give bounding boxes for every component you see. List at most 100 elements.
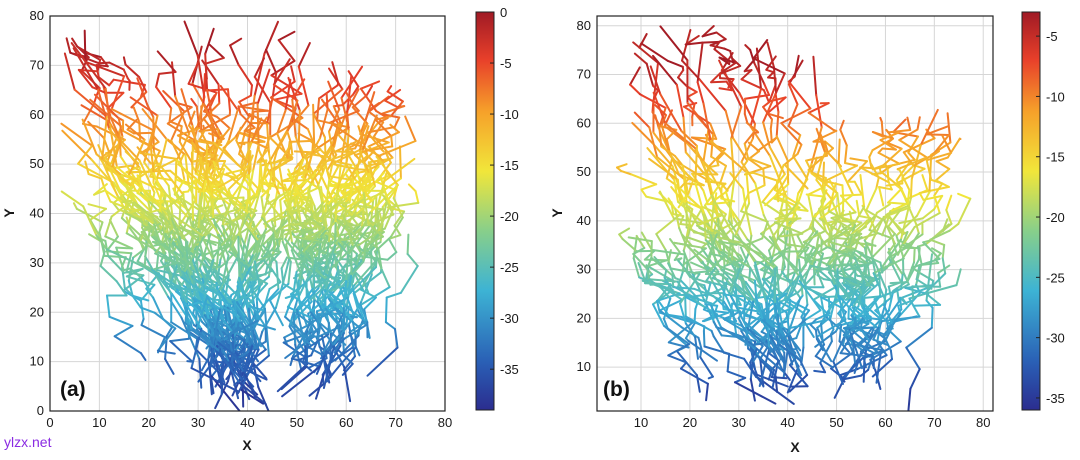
trajectory-segment xyxy=(168,285,201,292)
trajectory-segment xyxy=(681,233,693,247)
trajectory-segment xyxy=(98,221,104,234)
trajectory-segment xyxy=(84,60,126,78)
trajectory-segment xyxy=(707,293,725,303)
trajectory-segment xyxy=(933,194,944,211)
trajectory-segment xyxy=(749,378,756,402)
trajectory-segment xyxy=(771,359,780,389)
trajectory-segment xyxy=(776,313,781,346)
trajectory-segment xyxy=(253,57,265,78)
colorbar-tick-label: -30 xyxy=(500,311,519,326)
trajectory-segment xyxy=(286,99,299,133)
trajectory-segment xyxy=(152,296,164,320)
trajectory-segment xyxy=(309,199,313,213)
trajectory-segment xyxy=(941,243,946,260)
trajectory-segment xyxy=(782,327,802,352)
trajectory-segment xyxy=(320,185,325,204)
trajectory-segment xyxy=(674,208,681,230)
trajectory-segment xyxy=(842,326,874,330)
trajectory-segment xyxy=(311,140,315,152)
x-tick-label: 20 xyxy=(683,415,697,430)
trajectory-segment xyxy=(345,163,357,182)
trajectory-segment xyxy=(291,98,297,138)
trajectory-segment xyxy=(630,173,658,186)
trajectory-segment xyxy=(853,256,865,282)
trajectory-segment xyxy=(660,124,670,153)
trajectory-segment xyxy=(242,342,254,374)
trajectory-segment xyxy=(109,200,126,208)
trajectory-segment xyxy=(837,298,851,315)
trajectory-segment xyxy=(827,264,837,287)
trajectory-segment xyxy=(156,50,177,73)
trajectory-segment xyxy=(239,254,254,282)
trajectory-segment xyxy=(769,118,773,130)
trajectory-segment xyxy=(886,137,894,144)
trajectory-segment xyxy=(804,309,822,321)
x-tick-label: 80 xyxy=(438,415,452,430)
trajectory-segment xyxy=(844,144,848,164)
trajectory-segment xyxy=(80,69,101,90)
trajectory-segment xyxy=(816,316,832,329)
trajectory-segment xyxy=(414,190,420,204)
trajectory-segment xyxy=(237,63,253,87)
trajectory-segment xyxy=(297,255,328,281)
trajectory-segment xyxy=(740,192,750,213)
trajectory-segment xyxy=(710,80,728,84)
trajectory-segment xyxy=(100,177,105,188)
trajectory-segment xyxy=(377,117,389,124)
trajectory-segment xyxy=(807,193,814,220)
trajectory-segment xyxy=(384,296,388,324)
trajectory-segment xyxy=(744,44,752,51)
trajectory-segment xyxy=(672,158,709,182)
trajectory-segment xyxy=(332,214,341,240)
trajectory-segment xyxy=(872,272,887,303)
trajectory-segment xyxy=(162,90,186,113)
trajectory-segment xyxy=(324,202,339,219)
trajectory-segment xyxy=(813,369,827,374)
trajectory-segment xyxy=(73,88,108,118)
trajectory-segment xyxy=(868,149,874,159)
y-tick-label: 70 xyxy=(30,57,44,72)
trajectory-segment xyxy=(757,377,795,405)
trajectory-segment xyxy=(97,76,111,87)
trajectory-segment xyxy=(768,83,777,103)
trajectory-segment xyxy=(291,157,305,192)
trajectory-segment xyxy=(925,299,934,309)
trajectory-segment xyxy=(752,39,769,60)
trajectory-segment xyxy=(655,233,667,251)
trajectory-segment xyxy=(886,141,903,150)
trajectory-segment xyxy=(140,283,156,301)
trajectory-segment xyxy=(727,179,736,222)
trajectory-segment xyxy=(286,306,313,319)
trajectory-segment xyxy=(357,169,370,184)
trajectory-segment xyxy=(212,139,221,163)
trajectory-segment xyxy=(905,326,933,349)
trajectory-segment xyxy=(754,295,764,322)
trajectory-segment xyxy=(184,238,195,272)
trajectory-segment xyxy=(77,68,99,73)
trajectory-segment xyxy=(871,163,887,171)
trajectory-segment xyxy=(312,103,316,148)
trajectory-segment xyxy=(876,340,888,357)
trajectory-segment xyxy=(127,170,153,174)
trajectory-segment xyxy=(842,283,857,296)
trajectory-segment xyxy=(362,191,370,228)
trajectory-segment xyxy=(170,321,199,340)
trajectory-segment xyxy=(728,317,731,322)
trajectory-segment xyxy=(329,109,360,124)
trajectory-segment xyxy=(218,257,238,293)
trajectory-segment xyxy=(198,129,206,141)
trajectory-segment xyxy=(805,159,813,174)
y-tick-label: 30 xyxy=(577,262,591,277)
trajectory-segment xyxy=(380,268,391,289)
trajectory-segment xyxy=(686,195,703,210)
trajectory-segment xyxy=(710,133,715,158)
trajectory-segment xyxy=(208,43,225,59)
trajectory-segment xyxy=(108,78,115,87)
trajectory-segment xyxy=(276,132,290,161)
trajectory-segment xyxy=(296,287,314,311)
trajectory-segment xyxy=(82,102,95,125)
trajectory-segment xyxy=(224,340,247,376)
trajectory-segment xyxy=(931,247,942,255)
trajectory-segment xyxy=(886,168,890,183)
trajectory-segment xyxy=(329,346,354,364)
